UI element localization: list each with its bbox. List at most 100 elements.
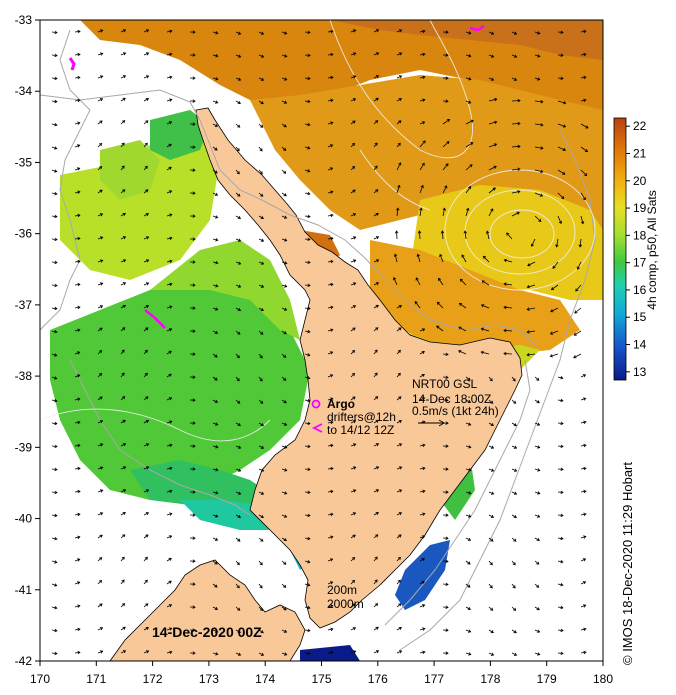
current-vector-head xyxy=(536,400,540,404)
current-vector-head xyxy=(398,327,402,331)
current-vector xyxy=(580,490,586,493)
current-vector-head xyxy=(537,468,541,472)
current-vector xyxy=(51,629,57,632)
current-vector xyxy=(51,330,57,333)
current-vector-head xyxy=(374,579,378,583)
current-vector xyxy=(281,100,287,104)
current-vector-head xyxy=(560,467,564,471)
current-vector xyxy=(557,376,563,379)
current-vector xyxy=(488,54,494,58)
current-vector-head xyxy=(583,52,587,57)
current-vector xyxy=(235,146,240,152)
current-vector-head xyxy=(145,98,150,101)
current-vector-head xyxy=(192,329,196,333)
current-vector xyxy=(97,603,103,608)
current-vector xyxy=(458,350,467,355)
current-vector-head xyxy=(283,215,288,219)
current-vector-head xyxy=(490,538,494,542)
current-vector xyxy=(511,100,521,102)
current-vector xyxy=(511,606,516,611)
current-vector-head xyxy=(583,627,587,631)
current-vector-head xyxy=(122,443,127,447)
current-vector xyxy=(488,583,493,589)
current-vector xyxy=(166,121,172,125)
current-vector xyxy=(373,534,379,539)
current-vector-head xyxy=(353,282,357,286)
current-vector xyxy=(143,29,149,33)
current-vector xyxy=(74,374,80,378)
current-vector xyxy=(327,513,333,516)
current-vector-head xyxy=(77,443,81,448)
current-vector xyxy=(511,652,517,656)
current-vector-head xyxy=(100,443,104,447)
current-vector-head xyxy=(122,282,127,286)
current-vector-head xyxy=(284,445,288,449)
current-vector xyxy=(488,445,494,449)
current-vector xyxy=(419,351,425,355)
current-vector-head xyxy=(584,149,589,153)
current-vector xyxy=(465,606,471,610)
current-vector-head xyxy=(513,538,517,542)
current-vector xyxy=(97,282,103,286)
current-vector xyxy=(350,166,355,171)
current-vector xyxy=(166,513,172,516)
current-vector-head xyxy=(422,650,426,654)
current-vector xyxy=(419,76,425,79)
current-vector-head xyxy=(537,77,541,81)
current-vector xyxy=(51,31,58,33)
current-vector-head xyxy=(122,305,126,308)
current-vector xyxy=(373,556,378,562)
current-vector-head xyxy=(144,142,148,146)
current-vector-head xyxy=(215,54,219,58)
current-vector-head xyxy=(259,355,263,359)
sst-patch-north-orange xyxy=(80,20,603,120)
current-vector-head xyxy=(284,284,288,288)
current-vector-head xyxy=(352,627,357,631)
current-vector xyxy=(143,512,149,516)
current-vector xyxy=(327,421,333,424)
current-vector xyxy=(350,305,356,309)
current-vector xyxy=(51,583,57,586)
current-vector xyxy=(465,142,474,148)
current-vector-head xyxy=(440,230,445,234)
current-vector xyxy=(534,445,540,448)
x-tick-label: 171 xyxy=(86,672,106,686)
current-vector-head xyxy=(237,308,242,311)
current-vector xyxy=(488,491,494,495)
current-vector-head xyxy=(283,584,287,588)
current-vector xyxy=(166,260,172,263)
current-vector-head xyxy=(121,556,125,560)
current-vector-head xyxy=(550,309,554,313)
current-vector-head xyxy=(351,165,356,170)
current-vector-head xyxy=(146,52,150,56)
current-vector-head xyxy=(192,122,196,126)
current-vector-head xyxy=(422,52,426,57)
current-vector-head xyxy=(536,422,541,426)
current-vector xyxy=(396,98,402,102)
current-vector xyxy=(327,99,333,102)
current-vector xyxy=(304,560,310,563)
current-vector xyxy=(212,100,218,104)
current-vector-head xyxy=(215,31,219,35)
current-vector xyxy=(557,215,562,224)
current-vector xyxy=(304,123,310,126)
current-vector-head xyxy=(168,535,173,539)
current-vector-head xyxy=(375,282,380,286)
current-vector xyxy=(373,650,379,654)
current-vector xyxy=(414,301,421,309)
current-vector-head xyxy=(468,100,472,104)
current-vector xyxy=(557,169,566,175)
current-vector-head xyxy=(99,534,103,538)
current-vector xyxy=(373,466,379,470)
current-vector-head xyxy=(236,378,240,382)
current-vector xyxy=(350,557,355,562)
current-vector-head xyxy=(584,173,588,177)
current-vector-head xyxy=(307,283,311,288)
current-vector-head xyxy=(494,97,498,102)
current-vector-head xyxy=(329,351,334,355)
current-vector-head xyxy=(100,259,104,263)
current-vector-head xyxy=(54,513,58,518)
current-vector xyxy=(120,142,125,148)
current-vector-head xyxy=(307,214,311,219)
x-tick-label: 180 xyxy=(593,672,613,686)
